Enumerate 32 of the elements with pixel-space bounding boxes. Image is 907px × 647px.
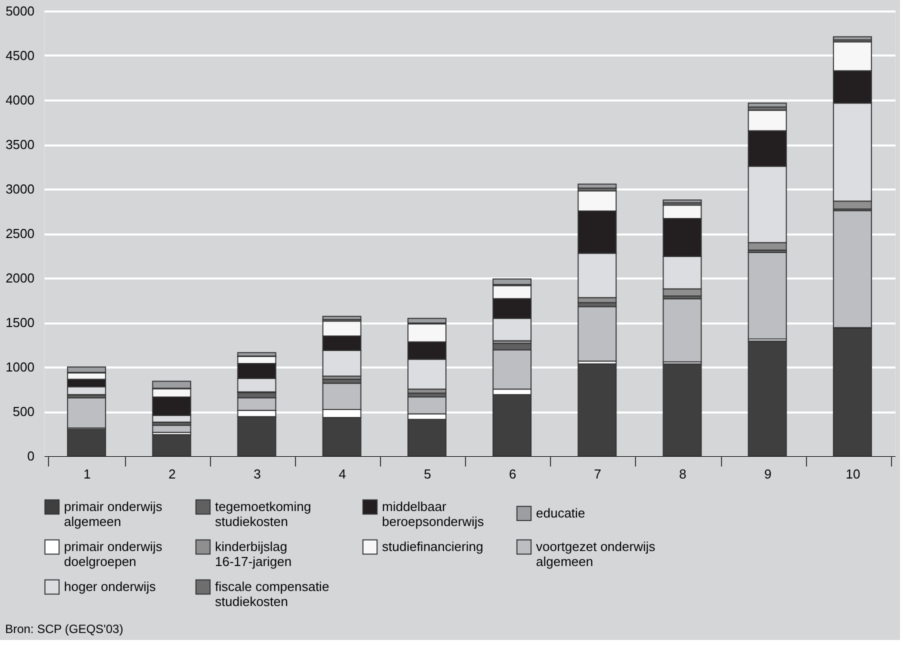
x-tick-label: 9	[764, 466, 772, 482]
y-tick-label: 3500	[6, 137, 34, 152]
x-tick-label: 5	[424, 466, 432, 482]
y-tick-label: 5000	[6, 4, 34, 18]
y-tick-label: 4000	[6, 92, 34, 108]
y-tick-label: 4500	[6, 48, 34, 63]
legend-label: hoger onderwijs	[64, 579, 156, 594]
y-tick-label: 0	[27, 448, 34, 464]
x-tick-label: 8	[679, 466, 686, 482]
legend-label: tegemoetkoming studiekosten	[215, 499, 312, 529]
y-tick-label: 3000	[6, 182, 34, 196]
legend-label: fiscale compensatie studiekosten	[215, 579, 330, 609]
y-tick-label: 2500	[6, 226, 34, 241]
legend-label: voortgezet onderwijs algemeen	[536, 539, 656, 569]
legend-label: studiefinanciering	[382, 539, 484, 554]
x-tick-label: 1	[83, 466, 91, 482]
y-tick-label: 1000	[6, 360, 34, 374]
x-tick-label: 7	[594, 466, 602, 482]
x-tick-label: 4	[338, 466, 346, 482]
legend-label: kinderbijslag 16-17-jarigen	[215, 539, 292, 569]
legend-label: educatie	[536, 505, 586, 520]
text: Bron: SCP (GEQS'03)	[5, 622, 124, 636]
x-tick-label: 6	[508, 466, 516, 482]
y-tick-label: 2000	[6, 270, 34, 286]
legend-label: middelbaar beroepsonderwijs	[382, 499, 484, 529]
x-tick-label: 3	[254, 466, 261, 482]
legend-label: primair onderwijs doelgroepen	[64, 539, 163, 569]
x-tick-label: 10	[846, 466, 860, 482]
y-tick-label: 500	[12, 404, 34, 419]
y-tick-label: 1500	[6, 315, 34, 330]
x-tick-label: 2	[168, 466, 176, 482]
legend-label: primair onderwijs algemeen	[64, 499, 163, 529]
